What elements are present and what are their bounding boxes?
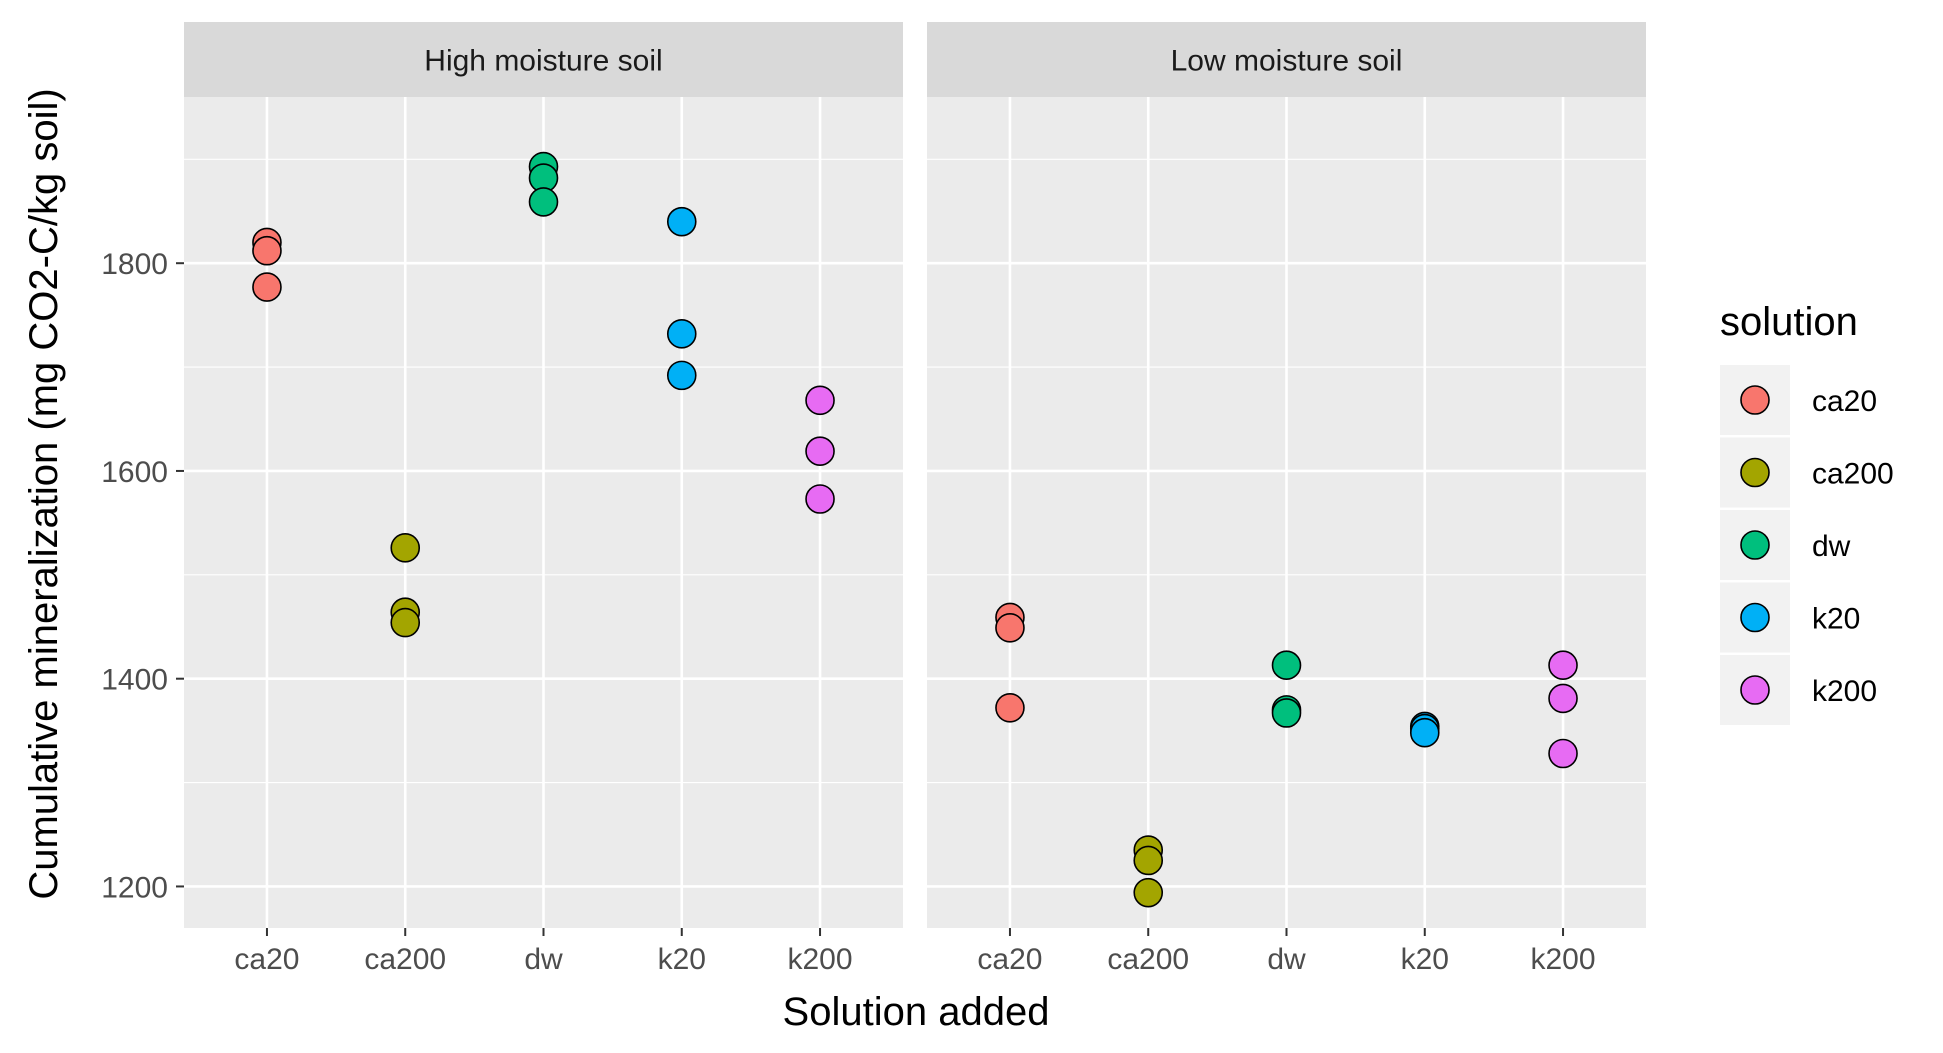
legend-key-symbol: [1740, 457, 1770, 488]
x-tick-label: ca20: [977, 943, 1042, 976]
x-tick-label: k200: [788, 943, 853, 976]
data-point: [666, 360, 697, 391]
data-point: [1548, 650, 1578, 680]
data-point: [805, 436, 835, 467]
facet-panel: Low moisture soil: [927, 22, 1646, 928]
facet-strip-label: High moisture soil: [424, 45, 662, 78]
y-tick-label: 1800: [101, 248, 168, 281]
legend-label: ca20: [1812, 385, 1877, 418]
legend-key-symbol: [1740, 385, 1770, 415]
data-point: [252, 272, 282, 302]
legend-item: ca20: [1720, 365, 1877, 435]
legend-title: solution: [1720, 300, 1858, 344]
legend-label: k20: [1812, 603, 1860, 636]
facet-strip-label: Low moisture soil: [1171, 45, 1403, 78]
legend-item: dw: [1720, 510, 1851, 580]
legend-label: dw: [1812, 530, 1851, 563]
data-point: [805, 484, 835, 514]
legend-item: ca200: [1720, 437, 1894, 508]
legend-item: k20: [1720, 582, 1860, 653]
data-point: [1271, 650, 1302, 680]
data-point: [995, 692, 1025, 723]
x-tick-label: k20: [658, 943, 706, 976]
legend-label: ca200: [1812, 458, 1894, 491]
legend: solution ca20 ca200 dw k20 k200: [1720, 300, 1894, 725]
data-point: [995, 613, 1025, 643]
data-point: [528, 187, 559, 217]
data-point: [805, 385, 835, 416]
facet-panel: High moisture soil: [184, 22, 903, 928]
y-tick-label: 1400: [101, 664, 168, 697]
x-tick-label: ca200: [364, 943, 446, 976]
data-point: [666, 319, 697, 349]
facet-strip: [184, 22, 903, 97]
y-tick-label: 1200: [101, 871, 168, 904]
legend-key-symbol: [1740, 530, 1770, 560]
x-axis: ca20 ca200 dw k20 k200 ca20 ca200 dw k20 k200: [234, 928, 1596, 976]
data-point: [1548, 738, 1578, 769]
facet-strip: [927, 22, 1646, 97]
data-point: [1548, 683, 1578, 714]
legend-key-symbol: [1740, 675, 1770, 705]
data-point: [1409, 717, 1440, 748]
data-point: [390, 533, 421, 563]
data-point: [390, 607, 421, 638]
x-tick-label: ca20: [234, 943, 299, 976]
x-tick-label: k200: [1531, 943, 1596, 976]
y-axis: 1200 1400 1600 1800: [101, 248, 184, 904]
facet-panels: High moisture soil Low moisture soil: [184, 22, 1646, 928]
data-point: [252, 235, 282, 266]
data-point: [1271, 698, 1302, 728]
x-axis-title: Solution added: [783, 990, 1050, 1034]
data-point: [1133, 877, 1164, 908]
x-tick-label: ca200: [1107, 943, 1189, 976]
y-axis-title: Cumulative mineralization (mg CO2-C/kg s…: [22, 88, 66, 899]
x-tick-label: k20: [1401, 943, 1449, 976]
y-tick-label: 1600: [101, 456, 168, 489]
legend-label: k200: [1812, 675, 1877, 708]
legend-key-symbol: [1740, 602, 1770, 633]
x-tick-label: dw: [1267, 943, 1306, 976]
legend-item: k200: [1720, 655, 1877, 725]
x-tick-label: dw: [524, 943, 563, 976]
data-point: [666, 206, 697, 237]
data-point: [1133, 845, 1164, 876]
